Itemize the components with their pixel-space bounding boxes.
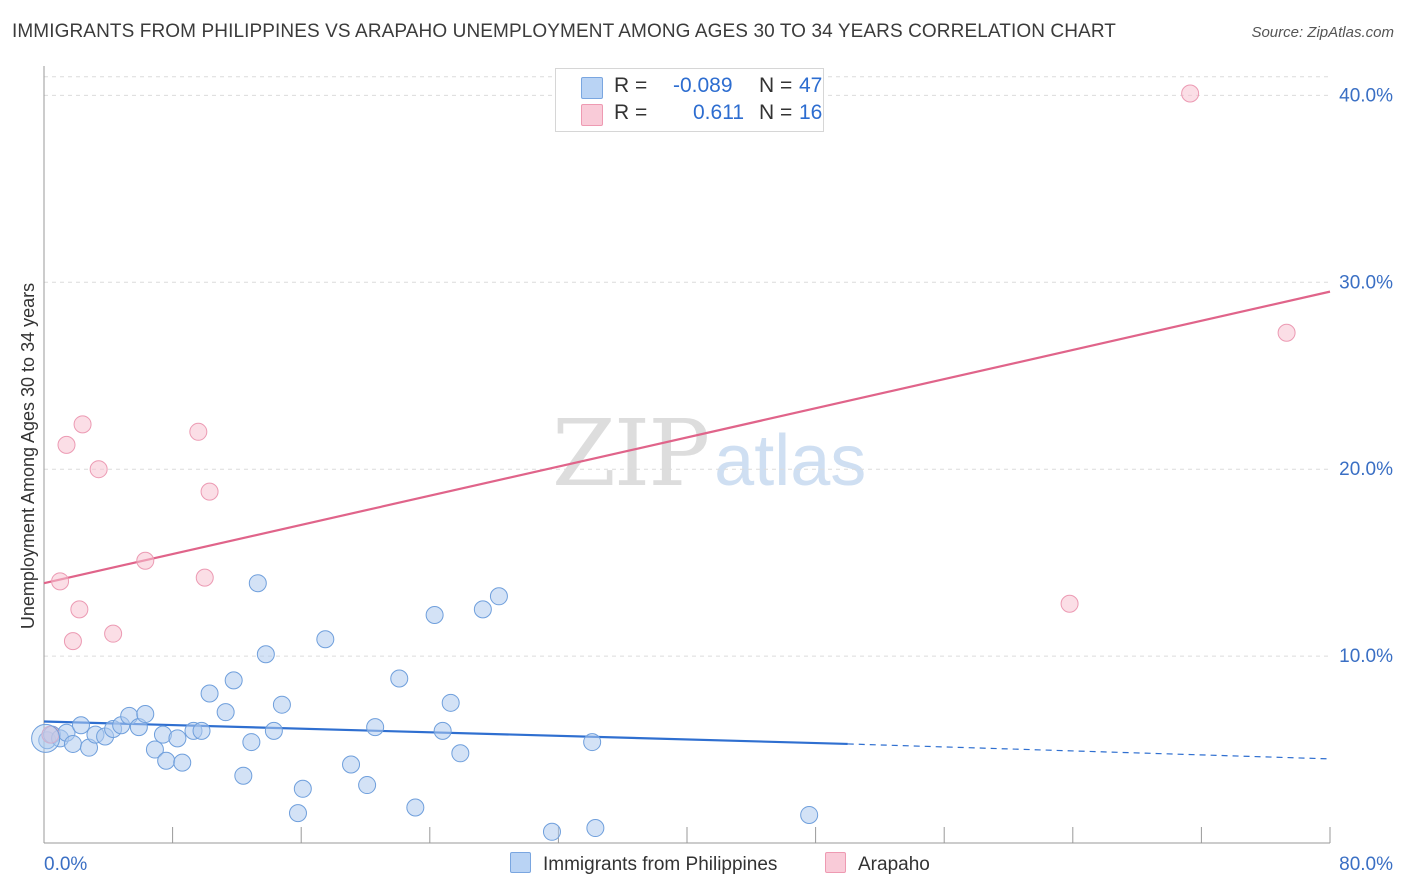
point-philippines (288, 804, 307, 823)
point-philippines (542, 822, 561, 841)
point-philippines (342, 755, 361, 774)
point-philippines (224, 671, 243, 690)
point-philippines-cluster (31, 723, 61, 753)
trendline-arapaho (43, 290, 1331, 585)
point-philippines (264, 721, 283, 740)
legend-r-value: -0.089 (673, 74, 733, 97)
point-philippines (800, 805, 819, 824)
watermark-atlas: atlas (714, 421, 867, 501)
trendline-philippines-extension (847, 743, 1331, 760)
point-philippines (293, 779, 312, 798)
trendlines (43, 290, 1331, 760)
watermark: ZIPatlas (552, 400, 866, 507)
point-philippines (216, 703, 235, 722)
point-philippines (234, 766, 253, 785)
y-tick-label: 20.0% (1339, 459, 1393, 480)
point-philippines (200, 684, 219, 703)
point-philippines (316, 630, 335, 649)
legend-n-value: 47 (799, 74, 823, 97)
data-points (31, 84, 1296, 841)
legend-n-value: 16 (799, 101, 823, 124)
point-arapaho (1060, 594, 1079, 613)
point-arapaho (89, 460, 108, 479)
gridlines (44, 76, 1330, 657)
point-arapaho (51, 572, 70, 591)
point-arapaho (136, 551, 155, 570)
point-arapaho (104, 624, 123, 643)
point-arapaho (189, 422, 208, 441)
point-philippines (358, 776, 377, 795)
legend-r-label: R = (614, 74, 648, 97)
point-philippines (136, 705, 155, 724)
point-philippines (242, 733, 261, 752)
point-philippines (256, 645, 275, 664)
point-philippines (433, 721, 452, 740)
point-arapaho (195, 568, 214, 587)
point-philippines (157, 751, 176, 770)
legend-n-label: N = (759, 101, 793, 124)
legend-swatch-philippines (581, 77, 603, 99)
legend-r-label: R = (614, 101, 648, 124)
point-philippines (173, 753, 192, 772)
point-philippines (168, 729, 187, 748)
y-tick-label: 10.0% (1339, 646, 1393, 667)
correlation-legend: R = -0.089 N = 47 R = 0.611 N = 16 (555, 68, 824, 132)
tick-labels: 10.0% 20.0% 30.0% 40.0% 0.0% 80.0% Unemploymen… (18, 85, 1393, 875)
point-philippines (192, 721, 211, 740)
point-philippines (441, 693, 460, 712)
watermark-zip: ZIP (552, 400, 710, 507)
point-philippines (425, 605, 444, 624)
point-arapaho (70, 600, 89, 619)
point-philippines (451, 744, 470, 763)
legend-r-value: 0.611 (693, 101, 744, 124)
bottom-legend-philippines: Immigrants from Philippines (510, 852, 777, 876)
point-philippines (248, 574, 267, 593)
y-axis-label: Unemployment Among Ages 30 to 34 years (18, 283, 38, 629)
bottom-legend-swatch-arapaho (825, 852, 846, 873)
source-credit: Source: ZipAtlas.com (1251, 24, 1394, 41)
point-arapaho (57, 435, 76, 454)
point-philippines (583, 733, 602, 752)
point-arapaho (200, 482, 219, 501)
point-philippines (63, 734, 82, 753)
point-philippines (71, 716, 90, 735)
point-philippines (406, 798, 425, 817)
axes (43, 66, 1331, 844)
point-arapaho (1181, 84, 1200, 103)
bottom-legend-arapaho: Arapaho (825, 852, 930, 876)
point-philippines (366, 718, 385, 737)
y-tick-label: 40.0% (1339, 85, 1393, 106)
point-philippines (145, 740, 164, 759)
bottom-legend-label-philippines: Immigrants from Philippines (543, 854, 778, 875)
point-philippines (272, 695, 291, 714)
point-philippines (586, 819, 605, 838)
legend-swatch-arapaho (581, 104, 603, 126)
point-arapaho (63, 632, 82, 651)
point-philippines (489, 587, 508, 606)
y-tick-label: 30.0% (1339, 272, 1393, 293)
point-philippines (473, 600, 492, 619)
x-tick-label: 80.0% (1339, 854, 1393, 875)
chart-title: IMMIGRANTS FROM PHILIPPINES VS ARAPAHO U… (12, 21, 1117, 42)
x-tick-label: 0.0% (44, 854, 87, 875)
point-philippines (390, 669, 409, 688)
point-arapaho (73, 415, 92, 434)
bottom-legend-swatch-philippines (510, 852, 531, 873)
point-arapaho (1277, 323, 1296, 342)
bottom-legend-label-arapaho: Arapaho (858, 854, 930, 875)
legend-n-label: N = (759, 74, 793, 97)
